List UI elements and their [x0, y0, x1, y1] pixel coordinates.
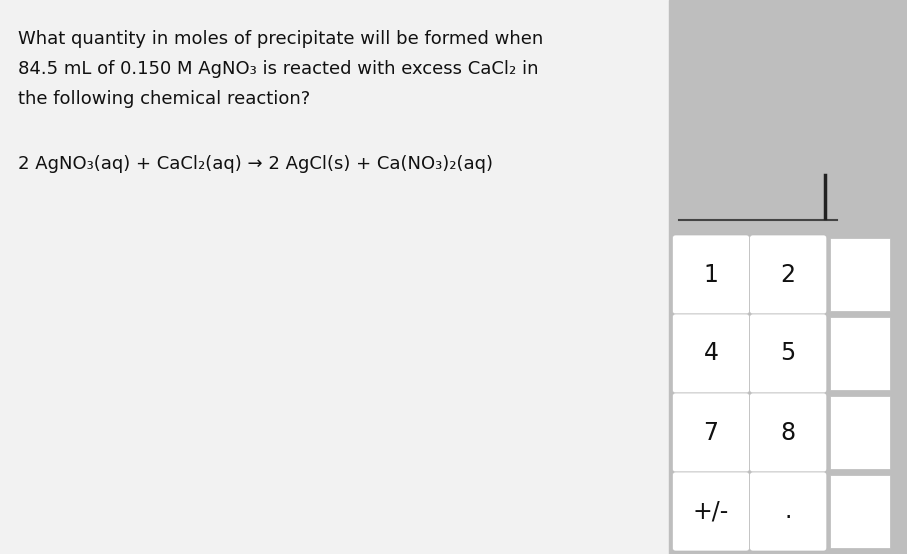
- Text: 2: 2: [781, 263, 795, 286]
- Text: What quantity in moles of precipitate will be formed when: What quantity in moles of precipitate wi…: [18, 30, 543, 48]
- Text: +/-: +/-: [693, 500, 729, 524]
- Text: 8: 8: [781, 420, 795, 444]
- FancyBboxPatch shape: [749, 235, 827, 314]
- FancyBboxPatch shape: [672, 472, 749, 551]
- Text: 1: 1: [704, 263, 718, 286]
- Bar: [830, 317, 890, 390]
- FancyBboxPatch shape: [672, 393, 749, 472]
- FancyBboxPatch shape: [672, 314, 749, 393]
- Text: 7: 7: [704, 420, 718, 444]
- Bar: [830, 238, 890, 311]
- Bar: [830, 475, 890, 548]
- FancyBboxPatch shape: [749, 472, 827, 551]
- FancyBboxPatch shape: [749, 393, 827, 472]
- FancyBboxPatch shape: [672, 235, 749, 314]
- Text: 5: 5: [781, 341, 795, 366]
- Text: 4: 4: [704, 341, 718, 366]
- Bar: [830, 396, 890, 469]
- FancyBboxPatch shape: [749, 314, 827, 393]
- Text: the following chemical reaction?: the following chemical reaction?: [18, 90, 310, 108]
- Text: 84.5 mL of 0.150 M AgNO₃ is reacted with excess CaCl₂ in: 84.5 mL of 0.150 M AgNO₃ is reacted with…: [18, 60, 539, 78]
- Text: .: .: [785, 500, 792, 524]
- Text: 2 AgNO₃(aq) + CaCl₂(aq) → 2 AgCl(s) + Ca(NO₃)₂(aq): 2 AgNO₃(aq) + CaCl₂(aq) → 2 AgCl(s) + Ca…: [18, 155, 493, 173]
- Bar: [669, 0, 907, 554]
